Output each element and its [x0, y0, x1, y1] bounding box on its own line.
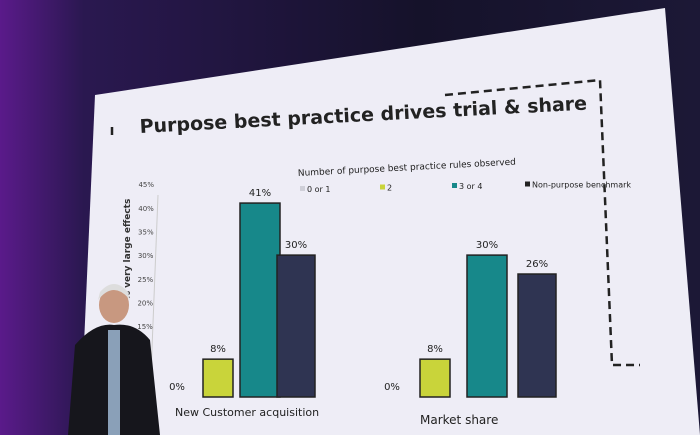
- data-label: 26%: [526, 259, 548, 270]
- y-tick-label: 20%: [137, 299, 153, 307]
- y-tick-label: 35%: [138, 228, 154, 236]
- data-label: 0%: [169, 382, 185, 393]
- data-label: 30%: [476, 240, 498, 251]
- legend-swatch: [380, 184, 385, 190]
- y-tick-label: 30%: [138, 252, 154, 260]
- legend-swatch: [300, 186, 305, 191]
- legend-label: 0 or 1: [307, 185, 330, 194]
- legend-swatch: [525, 181, 530, 187]
- bar: [466, 254, 508, 398]
- legend-swatch: [452, 183, 457, 188]
- y-tick-label: 40%: [138, 205, 154, 213]
- bar: [239, 202, 281, 398]
- data-label: 8%: [427, 344, 443, 355]
- data-label: 41%: [249, 188, 271, 199]
- y-tick-label: 15%: [137, 323, 153, 331]
- legend-label: 3 or 4: [459, 182, 482, 191]
- y-tick-label: 25%: [138, 276, 154, 284]
- bar: [517, 273, 557, 398]
- dashed-frame: [110, 78, 640, 367]
- bar: [202, 358, 234, 398]
- category-label: Market share: [420, 413, 498, 427]
- bar: [419, 358, 451, 398]
- data-label: 0%: [384, 382, 400, 393]
- y-axis-label: % very large effects: [123, 199, 133, 300]
- category-label: New Customer acquisition: [175, 406, 319, 419]
- bar: [276, 254, 316, 398]
- slide-screen: [80, 8, 700, 435]
- legend-label: Non-purpose benchmark: [532, 181, 631, 190]
- legend-label: 2: [387, 184, 392, 193]
- data-label: 8%: [210, 344, 226, 355]
- data-label: 30%: [285, 240, 307, 251]
- presenter: [68, 284, 160, 435]
- y-tick-label: 45%: [138, 181, 154, 189]
